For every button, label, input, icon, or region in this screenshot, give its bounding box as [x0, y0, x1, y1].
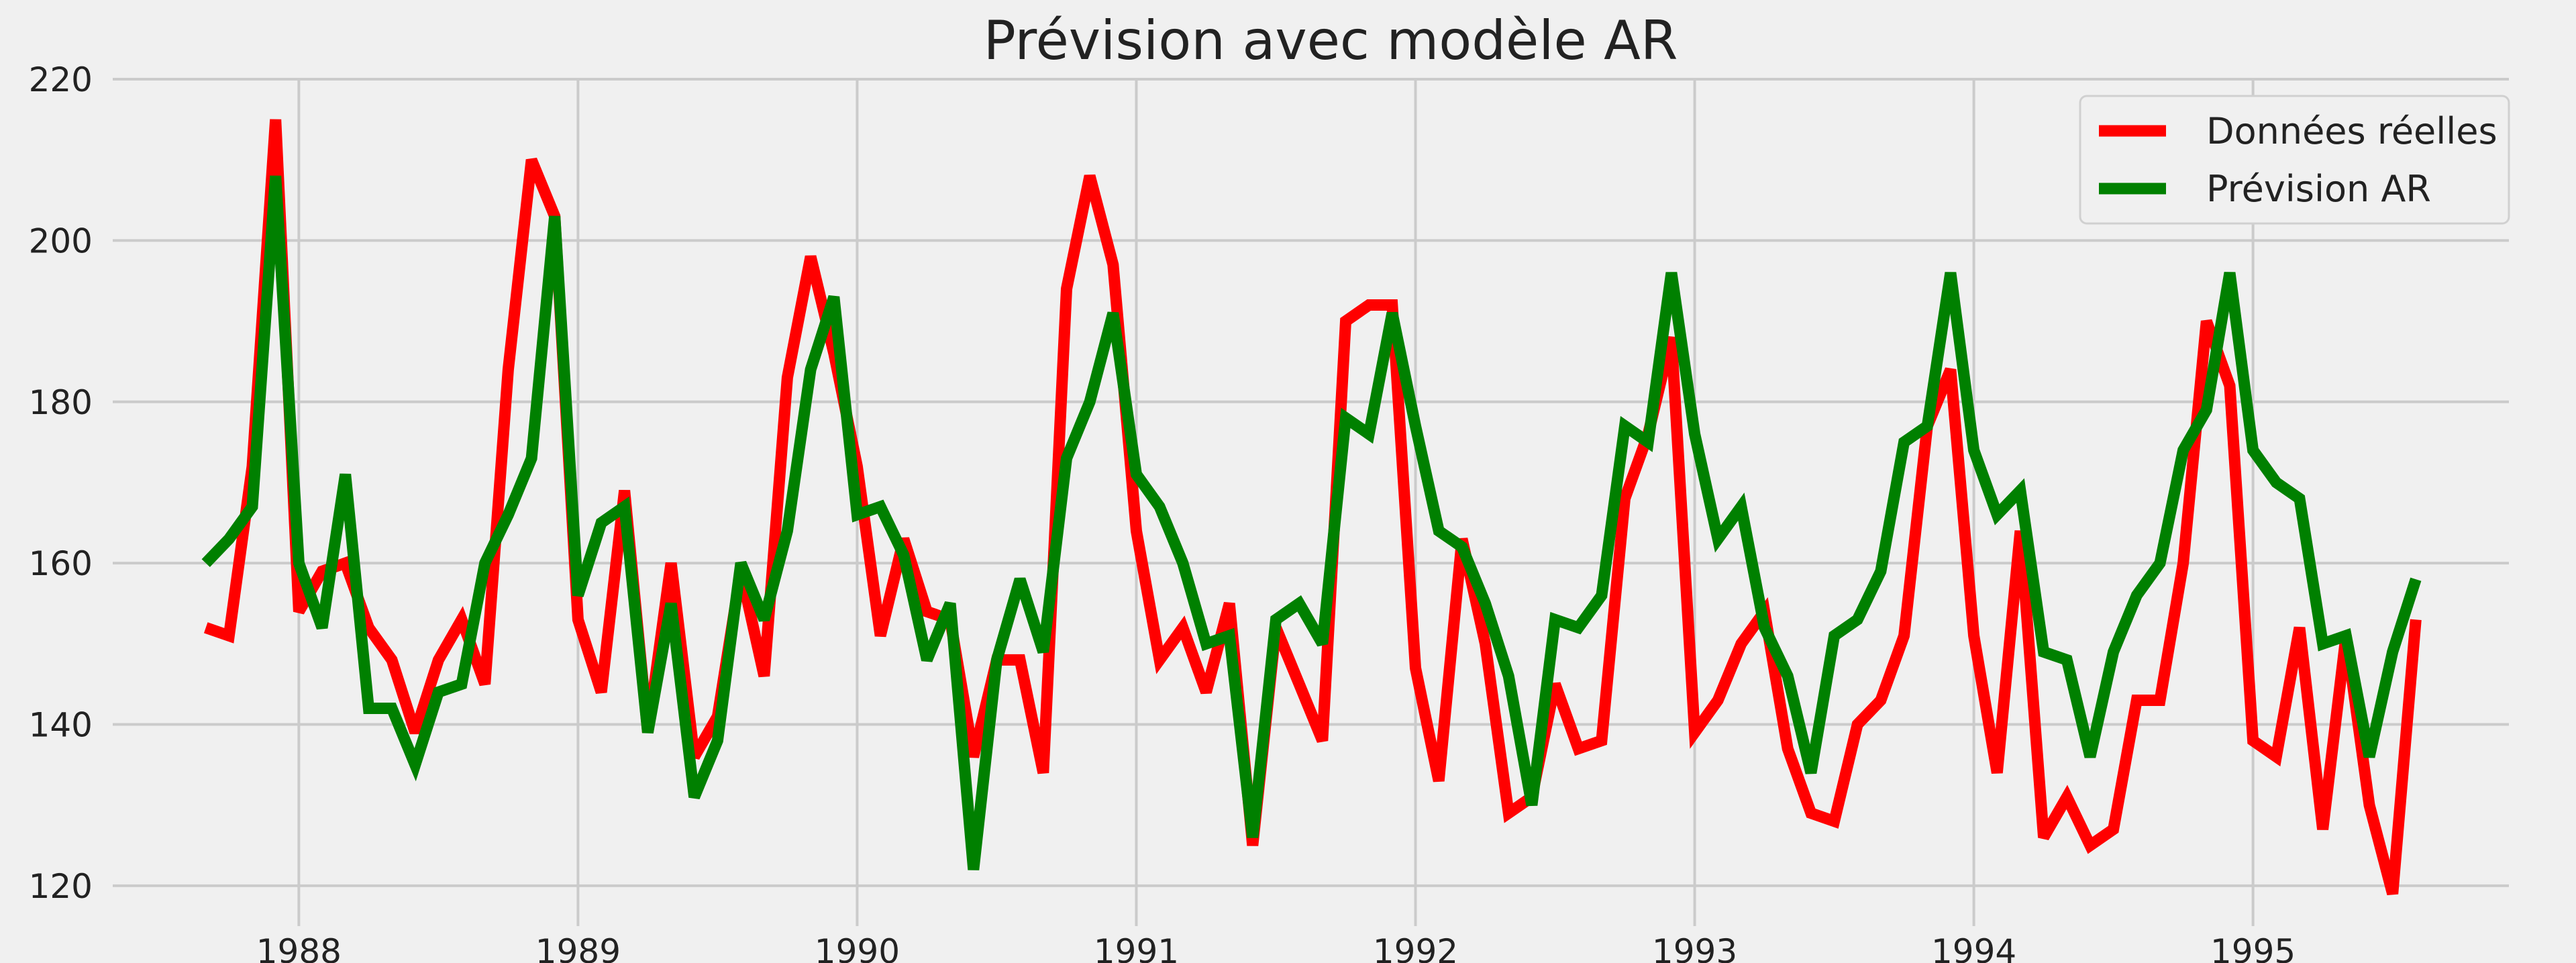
y-tick-label: 200	[29, 221, 93, 260]
x-axis: 1988 1989 1990 1991 1992 1993 1994 1995	[256, 932, 2296, 963]
y-tick-label: 160	[29, 544, 93, 583]
legend-box	[2079, 95, 2510, 225]
legend-label: Prévision AR	[2206, 168, 2431, 210]
x-tick-label: 1990	[815, 932, 900, 963]
x-tick-label: 1989	[535, 932, 621, 963]
y-tick-label: 140	[29, 706, 93, 745]
x-tick-label: 1993	[1652, 932, 1737, 963]
y-axis: 120 140 160 180 200 220	[29, 60, 93, 906]
legend-label: Données réelles	[2206, 110, 2497, 152]
legend: Données réelles Prévision AR	[2079, 95, 2510, 225]
y-tick-label: 120	[29, 867, 93, 906]
y-tick-label: 220	[29, 60, 93, 99]
x-tick-label: 1991	[1094, 932, 1179, 963]
x-tick-label: 1995	[2210, 932, 2296, 963]
x-tick-label: 1994	[1931, 932, 2016, 963]
x-tick-label: 1988	[256, 932, 342, 963]
y-tick-label: 180	[29, 383, 93, 422]
series-line-forecast	[201, 175, 2422, 870]
series-group	[201, 119, 2422, 896]
chart-title: Prévision avec modèle AR	[984, 9, 1678, 72]
x-tick-label: 1992	[1373, 932, 1458, 963]
